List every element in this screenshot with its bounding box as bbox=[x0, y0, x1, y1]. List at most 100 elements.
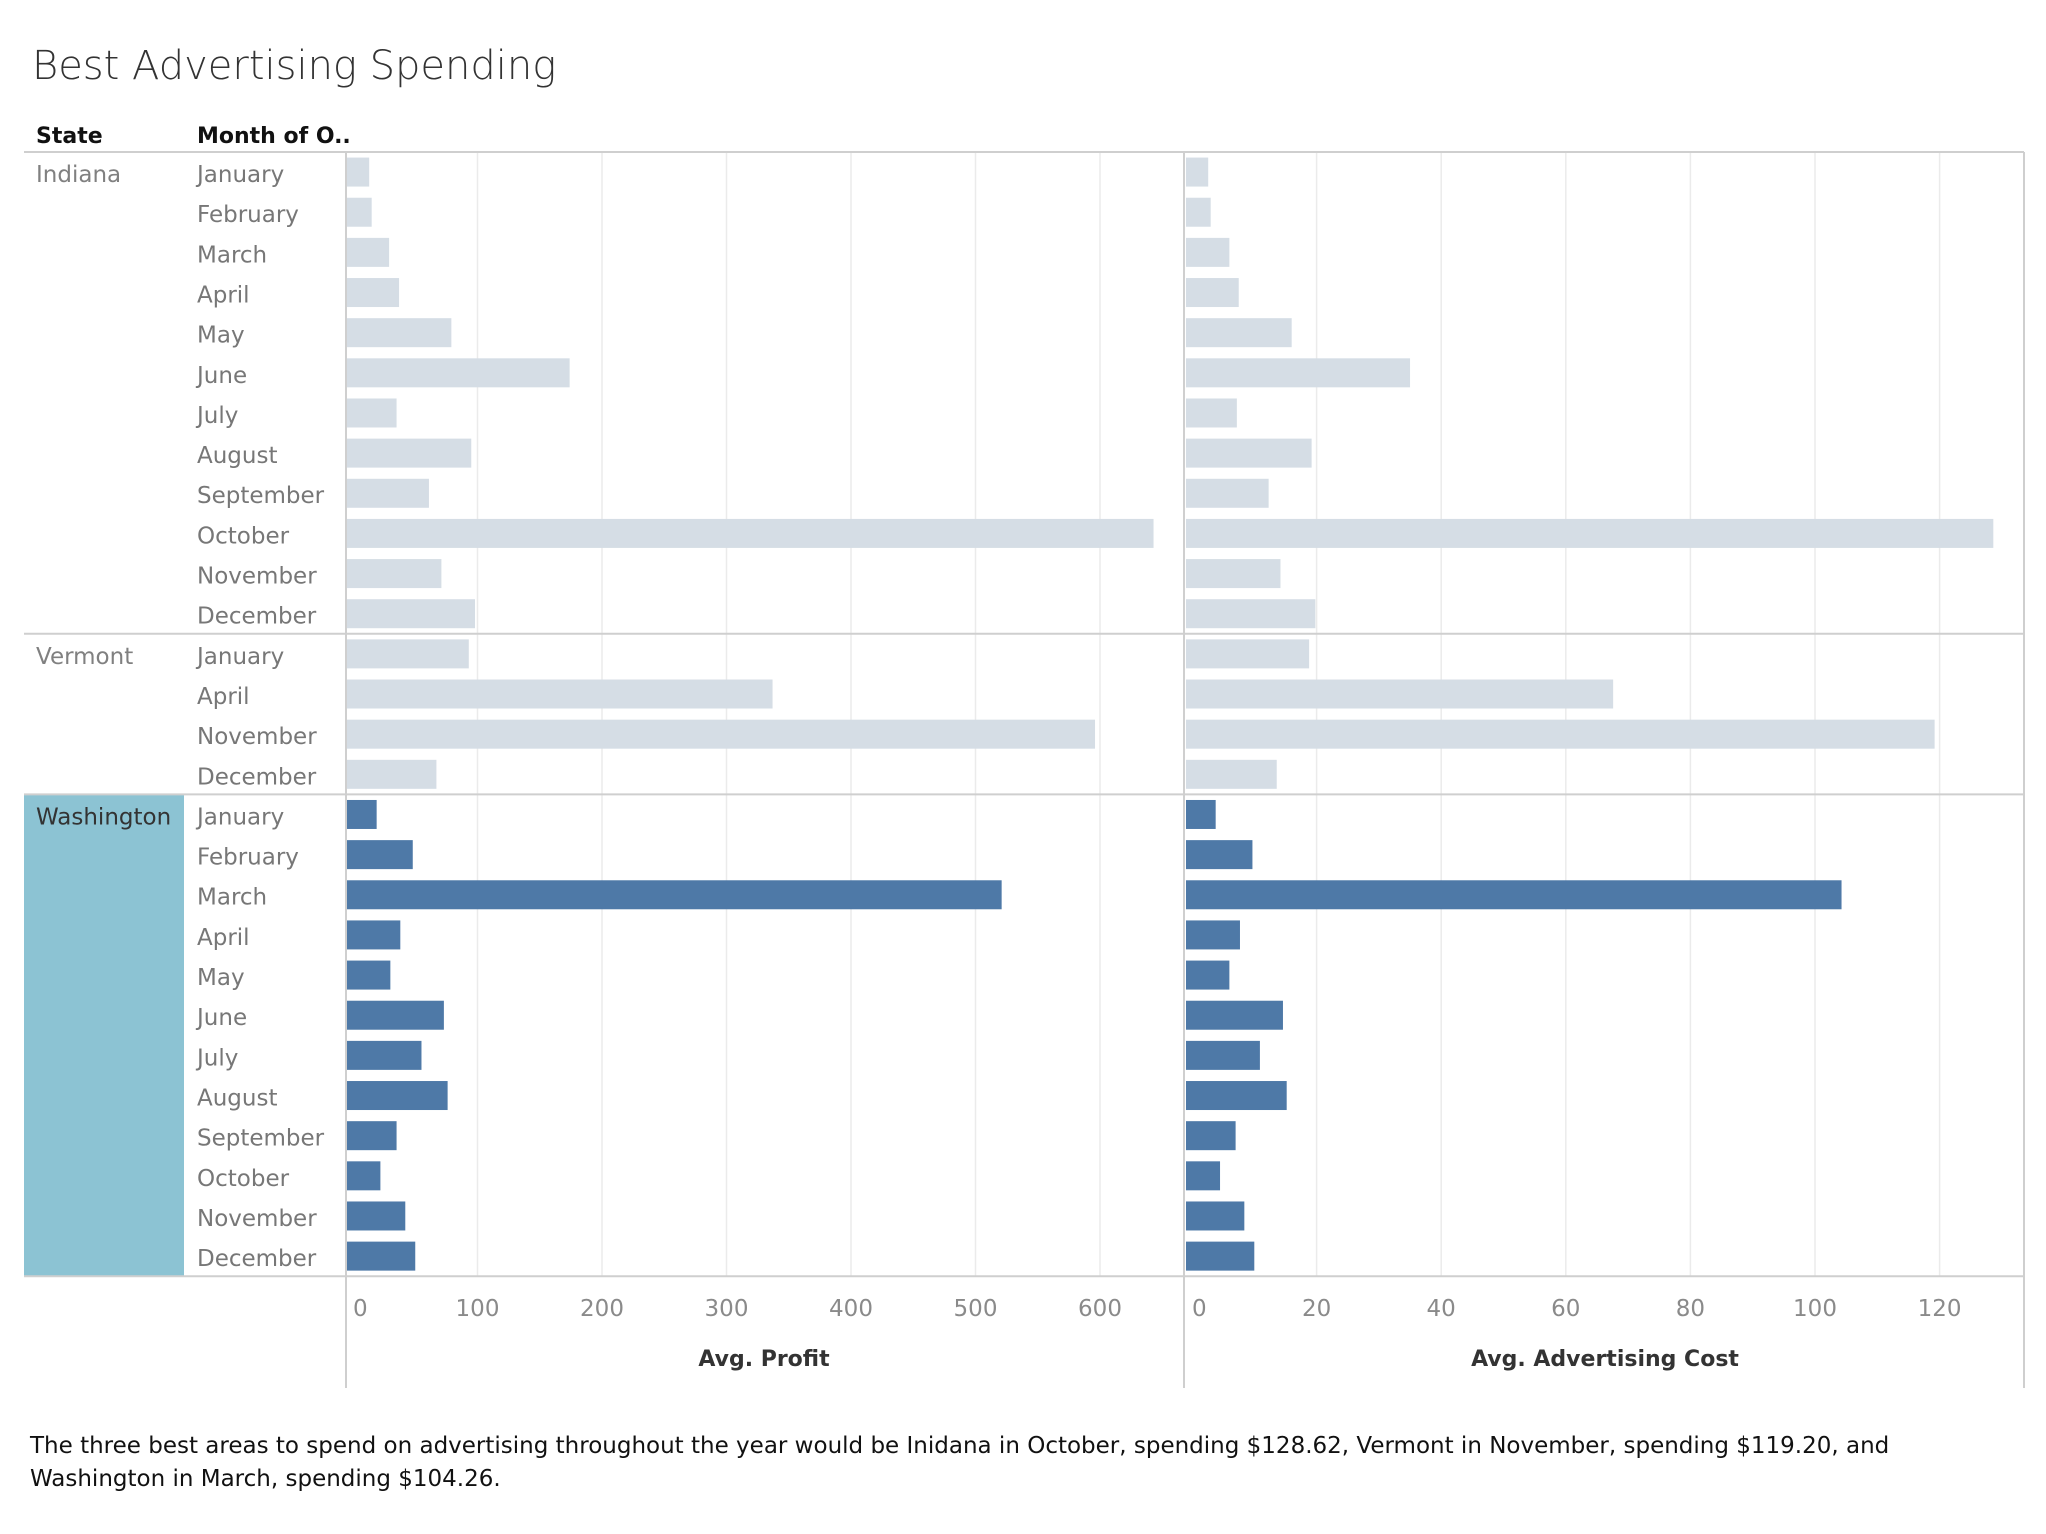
bar[interactable] bbox=[1186, 478, 1269, 508]
bar[interactable] bbox=[1186, 1040, 1260, 1070]
caption-text: The three best areas to spend on adverti… bbox=[30, 1433, 1890, 1492]
bar[interactable] bbox=[1186, 759, 1277, 789]
month-label: July bbox=[195, 1045, 238, 1071]
bar[interactable] bbox=[1186, 920, 1240, 950]
bar[interactable] bbox=[1186, 599, 1316, 629]
bar[interactable] bbox=[346, 1201, 406, 1231]
axis-tick-label: 100 bbox=[1793, 1296, 1837, 1322]
axis-tick-label: 40 bbox=[1427, 1296, 1456, 1322]
bar[interactable] bbox=[346, 799, 377, 829]
month-label: August bbox=[197, 1085, 278, 1111]
bar[interactable] bbox=[1186, 799, 1216, 829]
axis-tick-label: 60 bbox=[1551, 1296, 1580, 1322]
bar[interactable] bbox=[346, 1161, 381, 1191]
bar[interactable] bbox=[346, 840, 413, 870]
bar[interactable] bbox=[346, 1241, 416, 1271]
bar[interactable] bbox=[346, 358, 570, 388]
month-label: March bbox=[197, 242, 267, 268]
bar[interactable] bbox=[1186, 1000, 1283, 1030]
month-label: January bbox=[195, 162, 284, 188]
month-label: December bbox=[197, 764, 317, 790]
bar[interactable] bbox=[346, 318, 452, 348]
axis-layer: 0 100 200 300 400 500 600 Avg. Profit 0 20 40 60 80 1… bbox=[353, 1296, 1962, 1372]
month-label: November bbox=[197, 1206, 317, 1232]
month-label: January bbox=[195, 644, 284, 670]
bar[interactable] bbox=[346, 639, 469, 669]
bar[interactable] bbox=[1186, 278, 1239, 308]
bar[interactable] bbox=[1186, 880, 1842, 910]
state-highlight-band bbox=[24, 794, 184, 1277]
advertising-chart: Best Advertising Spending State Month of… bbox=[24, 43, 2025, 1388]
bar[interactable] bbox=[1186, 960, 1230, 990]
bar[interactable] bbox=[346, 599, 476, 629]
axis-tick-label: 400 bbox=[829, 1296, 873, 1322]
bar[interactable] bbox=[346, 679, 773, 709]
month-label: January bbox=[195, 804, 284, 830]
divider-layer bbox=[24, 151, 2025, 1388]
axis-title: Avg. Advertising Cost bbox=[1471, 1347, 1739, 1372]
state-label[interactable]: Washington bbox=[36, 804, 171, 830]
month-label: September bbox=[197, 483, 325, 509]
bar[interactable] bbox=[1186, 318, 1292, 348]
bar[interactable] bbox=[1186, 840, 1253, 870]
month-label: November bbox=[197, 724, 317, 750]
chart-title: Best Advertising Spending bbox=[32, 43, 556, 89]
axis-tick-label: 0 bbox=[1192, 1296, 1207, 1322]
month-label: September bbox=[197, 1126, 325, 1152]
bar[interactable] bbox=[346, 759, 437, 789]
bar[interactable] bbox=[1186, 398, 1237, 428]
month-label: October bbox=[197, 523, 290, 549]
bar[interactable] bbox=[1186, 157, 1209, 187]
month-column-header: Month of O.. bbox=[197, 124, 351, 149]
bar[interactable] bbox=[1186, 358, 1411, 388]
axis-tick-label: 100 bbox=[456, 1296, 500, 1322]
month-label: December bbox=[197, 604, 317, 630]
bar[interactable] bbox=[346, 237, 390, 267]
bar[interactable] bbox=[1186, 1121, 1236, 1151]
bar[interactable] bbox=[346, 1000, 444, 1030]
bar[interactable] bbox=[346, 478, 429, 508]
bar[interactable] bbox=[1186, 1241, 1255, 1271]
month-label: March bbox=[197, 885, 267, 911]
bar[interactable] bbox=[1186, 679, 1614, 709]
axis-tick-label: 20 bbox=[1302, 1296, 1331, 1322]
bar[interactable] bbox=[346, 157, 370, 187]
axis-tick-label: 120 bbox=[1918, 1296, 1962, 1322]
bar[interactable] bbox=[1186, 438, 1312, 468]
month-label: May bbox=[197, 323, 245, 349]
bar[interactable] bbox=[1186, 639, 1310, 669]
month-label: July bbox=[195, 403, 238, 429]
bar[interactable] bbox=[1186, 518, 1994, 548]
bar[interactable] bbox=[346, 278, 400, 308]
bar[interactable] bbox=[346, 518, 1154, 548]
bar[interactable] bbox=[346, 920, 401, 950]
label-layer: Indiana January February March April May June J… bbox=[36, 162, 325, 1272]
axis-tick-label: 600 bbox=[1078, 1296, 1122, 1322]
axis-tick-label: 300 bbox=[705, 1296, 749, 1322]
bar[interactable] bbox=[346, 398, 397, 428]
bar[interactable] bbox=[1186, 1201, 1245, 1231]
bar[interactable] bbox=[346, 197, 372, 227]
bar[interactable] bbox=[346, 1081, 448, 1111]
month-label: February bbox=[197, 845, 299, 871]
bar[interactable] bbox=[346, 719, 1096, 749]
bar[interactable] bbox=[346, 1121, 397, 1151]
month-label: May bbox=[197, 965, 245, 991]
bar[interactable] bbox=[346, 1040, 422, 1070]
bar[interactable] bbox=[1186, 1081, 1287, 1111]
month-label: October bbox=[197, 1166, 290, 1192]
bar[interactable] bbox=[346, 960, 391, 990]
bar[interactable] bbox=[1186, 237, 1230, 267]
bar[interactable] bbox=[1186, 197, 1211, 227]
bar[interactable] bbox=[1186, 559, 1281, 589]
bar[interactable] bbox=[346, 438, 472, 468]
bar[interactable] bbox=[346, 559, 442, 589]
month-label: November bbox=[197, 564, 317, 590]
axis-tick-label: 0 bbox=[353, 1296, 368, 1322]
state-label[interactable]: Indiana bbox=[36, 162, 121, 188]
bar[interactable] bbox=[346, 880, 1002, 910]
bar[interactable] bbox=[1186, 1161, 1221, 1191]
state-label[interactable]: Vermont bbox=[36, 644, 133, 670]
bar[interactable] bbox=[1186, 719, 1935, 749]
month-label: April bbox=[197, 684, 250, 710]
